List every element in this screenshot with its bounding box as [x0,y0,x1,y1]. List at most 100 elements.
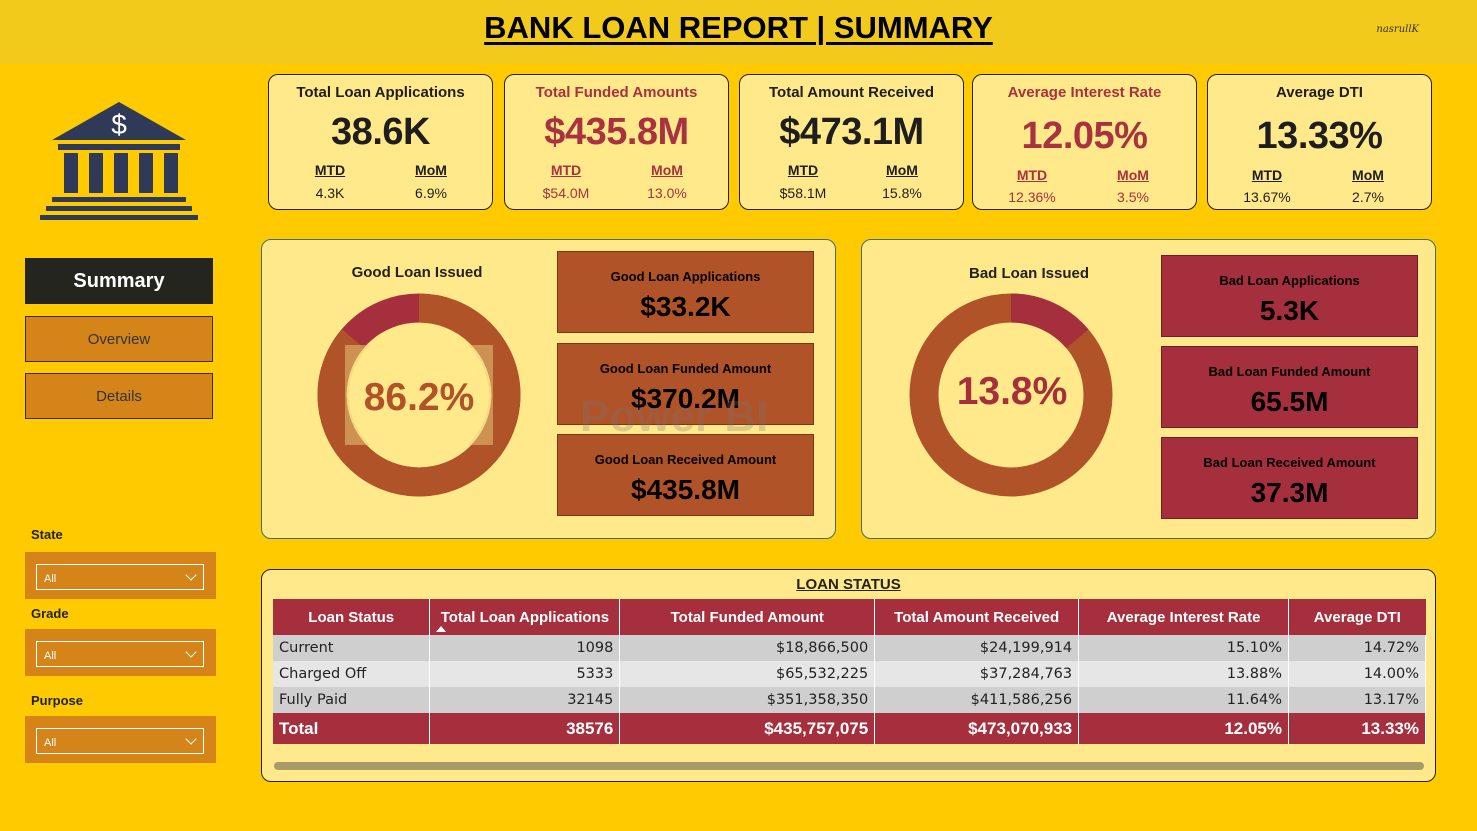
total-received: $473,070,933 [874,713,1080,744]
bad-loan-title: Bad Loan Issued [968,265,1090,282]
kpi-mtd-value: 13.67% [1243,189,1291,205]
chevron-down-icon [185,569,197,581]
good-loan-applications-card[interactable]: Good Loan Applications $33.2K [557,251,814,333]
kpi-card-avg-interest[interactable]: Average Interest Rate 12.05% MTD MoM 12.… [972,74,1197,210]
kpi-mtd-value: $58.1M [779,185,827,201]
card-value: 5.3K [1259,295,1320,326]
purpose-filter: All [25,716,216,763]
card-title: Bad Loan Received Amount [1203,455,1376,470]
kpi-mom-value: 6.9% [415,185,447,201]
loan-status-title: LOAN STATUS [796,576,901,593]
kpi-mom-value: 13.0% [647,185,687,201]
loan-status-panel: LOAN STATUS Loan Status Total Loan Appli… [261,569,1436,782]
donut-good-arc [317,293,521,497]
header-bar: BANK LOAN REPORT | SUMMARY nasrullK [0,0,1477,64]
card-value: 65.5M [1250,386,1329,417]
bad-loan-received-card[interactable]: Bad Loan Received Amount 37.3M [1161,437,1418,519]
kpi-mom-label: MoM [1117,167,1149,183]
kpi-mom-label: MoM [415,162,447,178]
nav-overview-button[interactable]: Overview [25,316,213,362]
column-header-total-received[interactable]: Total Amount Received [874,599,1080,635]
good-loan-funded-card[interactable]: Good Loan Funded Amount $370.2M [557,343,814,425]
kpi-mtd-value: $54.0M [542,185,590,201]
cell-interest: 13.88% [1078,661,1290,687]
kpi-title: Total Amount Received [768,84,935,101]
card-value: 37.3M [1250,477,1329,508]
state-filter-label: State [31,527,63,542]
kpi-mom-label: MoM [651,162,683,178]
chevron-down-icon [185,646,197,658]
kpi-card-total-funded[interactable]: Total Funded Amounts $435.8M MTD MoM $54… [504,74,729,210]
cell-received: $411,586,256 [874,687,1080,713]
bad-loan-funded-card[interactable]: Bad Loan Funded Amount 65.5M [1161,346,1418,428]
kpi-mtd-label: MTD [1016,167,1048,183]
table-row[interactable]: Current 1098 $18,866,500 $24,199,914 15.… [273,635,1426,661]
good-loan-title: Good Loan Issued [351,264,483,281]
grade-dropdown[interactable]: All [36,641,204,667]
cell-funded: $351,358,350 [619,687,876,713]
purpose-dropdown[interactable]: All [36,728,204,754]
kpi-value: $435.8M [544,111,689,153]
table-total-row: Total 38576 $435,757,075 $473,070,933 12… [273,713,1426,744]
purpose-dropdown-value: All [44,737,57,749]
horizontal-scrollbar[interactable] [274,762,1424,770]
cell-funded: $18,866,500 [619,635,876,661]
bad-loan-applications-card[interactable]: Bad Loan Applications 5.3K [1161,255,1418,337]
kpi-mom-value: 3.5% [1117,189,1149,205]
card-value: $370.2M [631,383,740,414]
column-header-avg-interest[interactable]: Average Interest Rate [1078,599,1290,635]
kpi-mtd-label: MTD [314,162,346,178]
cell-received: $37,284,763 [874,661,1080,687]
donut-bad-arc [909,293,1113,497]
column-header-loan-status[interactable]: Loan Status [273,599,431,635]
cell-dti: 13.17% [1288,687,1426,713]
column-header-total-funded[interactable]: Total Funded Amount [619,599,876,635]
kpi-mom-value: 15.8% [882,185,922,201]
cell-interest: 15.10% [1078,635,1290,661]
cell-dti: 14.00% [1288,661,1426,687]
nav-summary-button[interactable]: Summary [25,258,213,304]
kpi-mom-label: MoM [1352,167,1384,183]
purpose-filter-label: Purpose [31,693,84,708]
kpi-title: Total Loan Applications [296,84,465,101]
cell-status: Current [273,635,431,661]
total-status: Total [273,713,431,744]
kpi-title: Average Interest Rate [1007,84,1162,101]
column-header-avg-dti[interactable]: Average DTI [1288,599,1426,635]
author-signature: nasrullK [1376,24,1419,35]
kpi-mom-label: MoM [886,162,918,178]
good-loan-percent: 86.2% [363,376,475,419]
column-header-label: Total Loan Applications [440,608,610,626]
good-loan-received-card[interactable]: Good Loan Received Amount $435.8M [557,434,814,516]
kpi-mtd-value: 12.36% [1008,189,1056,205]
kpi-card-avg-dti[interactable]: Average DTI 13.33% MTD MoM 13.67% 2.7% [1207,74,1432,210]
cell-applications: 5333 [429,661,621,687]
page-title: BANK LOAN REPORT | SUMMARY [484,10,993,45]
card-title: Good Loan Funded Amount [599,361,772,376]
cell-status: Charged Off [273,661,431,687]
good-loan-donut[interactable] [315,291,523,499]
column-header-total-applications[interactable]: Total Loan Applications [429,599,621,635]
chevron-down-icon [185,733,197,745]
table-row[interactable]: Charged Off 5333 $65,532,225 $37,284,763… [273,661,1426,687]
bad-loan-donut[interactable] [907,291,1115,499]
good-loan-panel: Good Loan Issued 86.2% Good Loan Applica… [261,239,836,539]
card-title: Bad Loan Funded Amount [1208,364,1371,379]
state-dropdown[interactable]: All [36,564,204,590]
cell-dti: 14.72% [1288,635,1426,661]
total-dti: 13.33% [1288,713,1426,744]
kpi-card-total-received[interactable]: Total Amount Received $473.1M MTD MoM $5… [739,74,964,210]
cell-status: Fully Paid [273,687,431,713]
total-applications: 38576 [429,713,621,744]
bad-loan-percent: 13.8% [956,370,1068,413]
nav-details-button[interactable]: Details [25,373,213,419]
loan-status-table: Loan Status Total Loan Applications Tota… [273,599,1426,744]
cell-funded: $65,532,225 [619,661,876,687]
cell-applications: 32145 [429,687,621,713]
bank-icon: $ [40,102,198,220]
kpi-value: $473.1M [779,111,924,153]
card-value: $435.8M [631,474,740,505]
card-title: Good Loan Received Amount [594,452,777,467]
table-row[interactable]: Fully Paid 32145 $351,358,350 $411,586,2… [273,687,1426,713]
kpi-card-total-applications[interactable]: Total Loan Applications 38.6K MTD MoM 4.… [268,74,493,210]
